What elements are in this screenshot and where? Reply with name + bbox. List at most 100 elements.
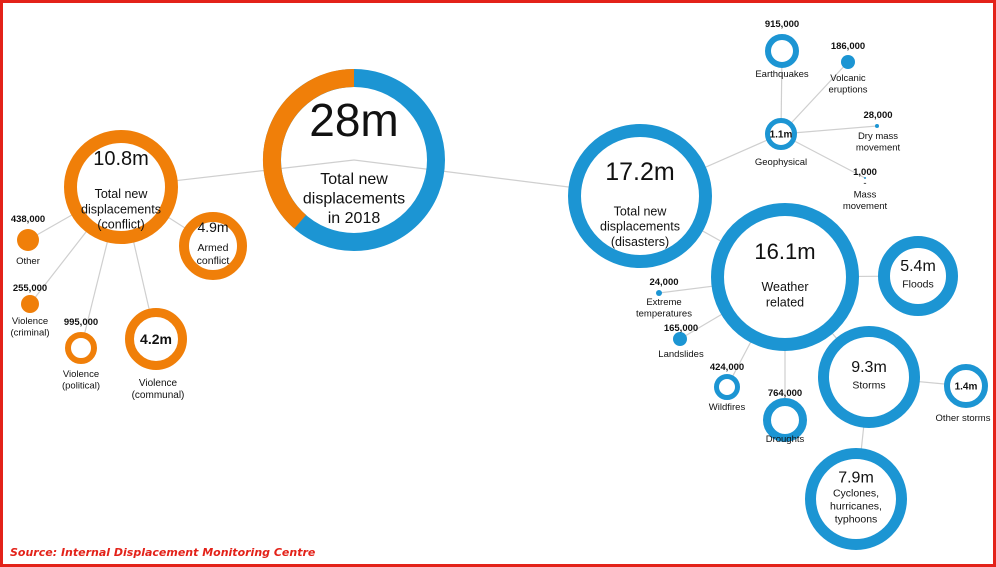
node-value: 438,000 [11, 214, 45, 225]
ring [763, 398, 807, 442]
node-caption-line: Volcanic [830, 73, 866, 84]
dot [17, 229, 39, 251]
node-geophysical: 1.1m Geophysical [755, 118, 807, 168]
ring [765, 118, 797, 150]
node-other-storms: 1.4m Other storms [936, 364, 991, 424]
node-caption-line: - [863, 178, 866, 189]
node-caption-line: Droughts [766, 434, 805, 445]
node-value: 17.2m [605, 158, 674, 186]
node-value: 165,000 [664, 323, 698, 334]
ring [64, 130, 178, 244]
node-caption-line: Other [16, 256, 40, 267]
node-storms: 9.3m Storms [818, 326, 920, 428]
dot [841, 55, 855, 69]
node-value: 28m [309, 94, 398, 146]
node-caption-line: Mass [854, 190, 877, 201]
node-floods: 5.4m Floods [878, 236, 958, 316]
node-value: 28,000 [863, 110, 892, 121]
ring-conflict-share [263, 69, 355, 229]
node-disasters: 17.2m Total new displacements(disasters) [568, 124, 712, 268]
node-caption-line: Other storms [936, 413, 991, 424]
connector-geophysical-dry_mass [780, 125, 878, 135]
node-caption-line: typhoons [835, 513, 878, 525]
ring [944, 364, 988, 408]
node-caption-line: movement [843, 201, 888, 212]
node-caption-line: Total new [320, 171, 388, 188]
connector-geophysical-volcanic [780, 61, 849, 135]
node-caption-line: Violence [12, 316, 48, 327]
ring [818, 326, 920, 428]
ring [568, 124, 712, 268]
node-value: 16.1m [754, 239, 815, 264]
node-caption-line: Floods [902, 278, 934, 290]
dot [673, 332, 687, 346]
ring [711, 203, 859, 351]
node-caption-line: Violence [139, 378, 178, 389]
node-caption-line: displacements [303, 190, 405, 207]
dot [875, 124, 879, 128]
node-value: 9.3m [851, 359, 887, 376]
node-caption-line: movement [856, 143, 901, 154]
node-value: 764,000 [768, 388, 802, 399]
node-caption-line: Storms [852, 379, 885, 391]
node-cyclones: 7.9m Cyclones,hurricanes,typhoons [805, 448, 907, 550]
node-value: 7.9m [838, 469, 874, 486]
node-caption-line: Armed [198, 242, 229, 254]
node-caption-line: (criminal) [10, 328, 49, 339]
ring [125, 308, 187, 370]
node-value: 4.2m [140, 331, 172, 347]
node-caption-line: temperatures [636, 309, 692, 320]
node-caption-line: eruptions [828, 85, 867, 96]
node-caption-line: Violence [63, 369, 99, 380]
node-value: 1,000 [853, 167, 877, 178]
node-caption-line: Wildfires [709, 402, 746, 413]
node-caption-line: Landslides [658, 349, 704, 360]
node-communal: 4.2m Violence(communal) [125, 308, 187, 401]
node-caption-line: Total new [95, 187, 149, 201]
node-caption-line: (political) [62, 381, 100, 392]
node-caption-line: Cyclones, [833, 488, 879, 500]
source-credit: Source: Internal Displacement Monitoring… [10, 546, 316, 559]
node-value: 255,000 [13, 283, 47, 294]
node-caption-line: hurricanes, [830, 500, 882, 512]
ring [805, 448, 907, 550]
ring [179, 212, 247, 280]
ring [714, 374, 740, 400]
node-droughts: 764,000 Droughts [763, 388, 807, 445]
ring [765, 34, 799, 68]
node-wildfires: 424,000 Wildfires [709, 362, 746, 413]
node-caption-line: (conflict) [97, 218, 144, 232]
node-caption-line: displacements [81, 202, 161, 216]
node-value: 10.8m [93, 148, 149, 170]
node-value: 5.4m [900, 258, 936, 275]
node-political: 995,000 Violence(political) [62, 317, 100, 392]
node-caption-line: (communal) [132, 390, 185, 401]
node-caption-line: Extreme [646, 297, 681, 308]
node-earthquakes: 915,000 Earthquakes [755, 19, 809, 80]
node-value: 4.9m [197, 219, 228, 235]
node-caption-line: conflict [197, 255, 230, 267]
dot [656, 290, 662, 296]
node-caption-line: Geophysical [755, 157, 807, 168]
node-value: 186,000 [831, 41, 865, 52]
node-value: 424,000 [710, 362, 744, 373]
node-other-conflict: 438,000 Other [11, 214, 45, 267]
node-caption-line: in 2018 [328, 210, 381, 227]
node-caption-line: (disasters) [611, 235, 669, 249]
node-landslides: 165,000 Landslides [658, 323, 704, 360]
node-caption-line: displacements [600, 220, 680, 234]
node-value: 995,000 [64, 317, 98, 328]
ring [65, 332, 97, 364]
node-value: 24,000 [649, 277, 678, 288]
node-caption-line: Total new [614, 204, 668, 218]
node-caption-line: Weather [761, 280, 808, 294]
